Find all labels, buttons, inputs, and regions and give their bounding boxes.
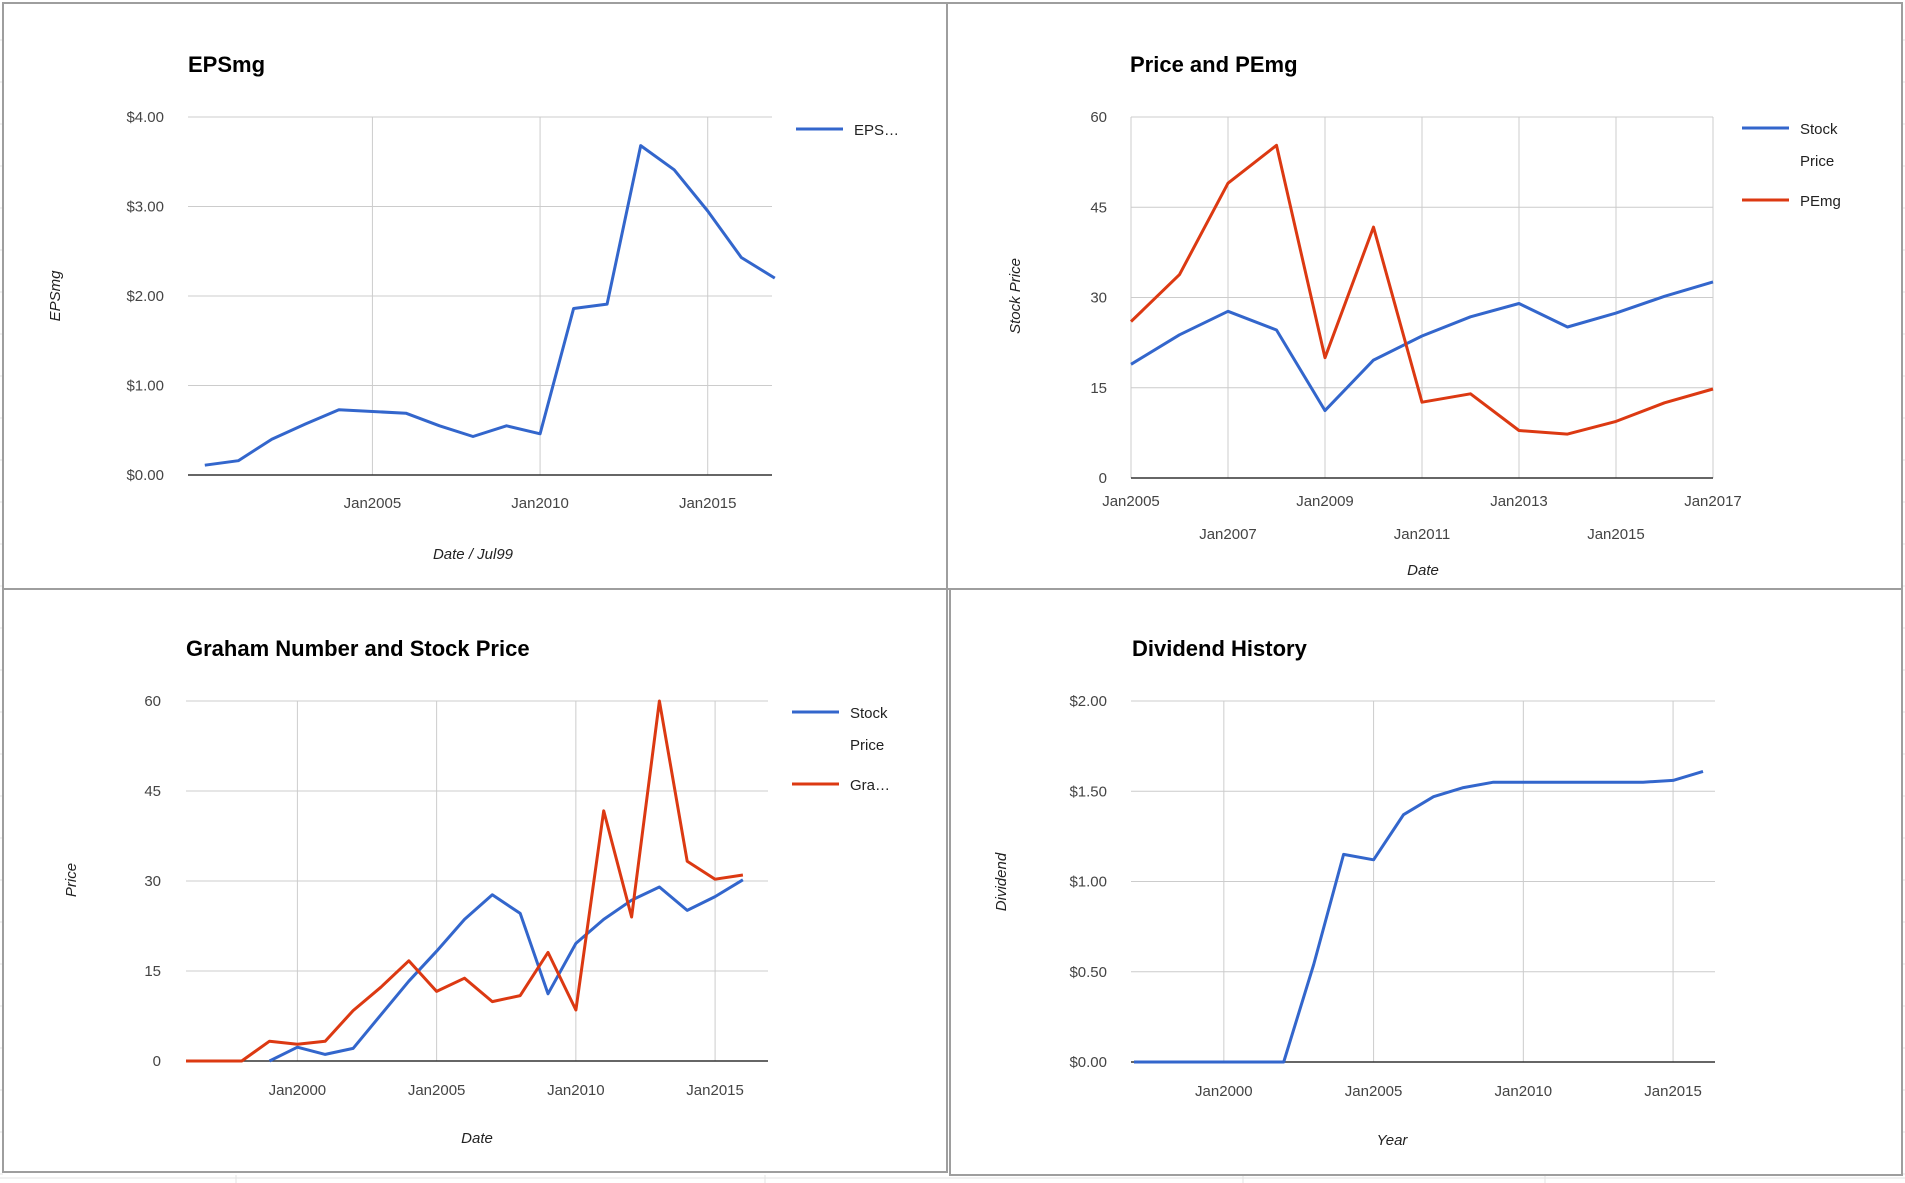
x-tick-label: Jan2017 (1684, 493, 1742, 510)
x-axis-title: Date (461, 1130, 493, 1147)
x-axis-title: Date / Jul99 (433, 546, 514, 563)
x-tick-label: Jan2000 (1195, 1083, 1253, 1100)
y-axis-title: Dividend (993, 852, 1010, 911)
x-tick-label: Jan2011 (1394, 526, 1450, 543)
x-tick-label: Jan2005 (408, 1082, 466, 1099)
y-axis-title: Price (63, 863, 80, 897)
y-tick-label: 15 (1090, 380, 1107, 397)
y-tick-label: $1.00 (126, 378, 164, 395)
x-axis-title: Year (1377, 1132, 1409, 1149)
y-tick-label: $0.00 (1069, 1054, 1107, 1071)
series-line-1[interactable] (1134, 769, 1704, 1064)
y-axis-title: Stock Price (1007, 258, 1024, 334)
y-tick-label: $2.00 (1069, 693, 1107, 710)
legend-label: Price (1800, 153, 1834, 170)
y-tick-label: 30 (144, 873, 161, 890)
legend-label: Stock (1800, 121, 1838, 138)
chart-graham[interactable]: Graham Number and Stock Price Date Price… (2, 588, 948, 1173)
y-tick-label: $4.00 (126, 109, 164, 126)
y-tick-label: $3.00 (126, 199, 164, 216)
y-tick-label: 0 (1099, 470, 1107, 487)
y-tick-label: $1.50 (1069, 783, 1107, 800)
chart-title: Graham Number and Stock Price (186, 636, 530, 661)
chart-title: EPSmg (188, 52, 265, 77)
legend-item-1[interactable]: EPS… (796, 122, 899, 139)
y-tick-label: 60 (144, 693, 161, 710)
y-tick-label: $0.00 (126, 467, 164, 484)
series-line-2[interactable] (186, 699, 744, 1063)
y-tick-label: 15 (144, 963, 161, 980)
y-tick-label: 45 (144, 783, 161, 800)
series-line-1[interactable] (268, 878, 744, 1063)
legend-label: EPS… (854, 122, 899, 139)
y-tick-label: $1.00 (1069, 874, 1107, 891)
legend-label: Price (850, 737, 884, 754)
legend-item-1[interactable]: Stock Price (792, 705, 888, 754)
x-axis-title: Date (1407, 562, 1439, 579)
y-tick-label: 30 (1090, 290, 1107, 307)
x-tick-label: Jan2005 (1102, 493, 1160, 510)
x-tick-label: Jan2010 (1495, 1083, 1553, 1100)
x-tick-label: Jan2007 (1199, 526, 1257, 543)
series-line-1[interactable] (204, 144, 776, 467)
y-tick-label: 45 (1090, 199, 1107, 216)
chart-epsmg[interactable]: EPSmg Date / Jul99 EPSmg $0.00 $1.00 $2.00… (2, 2, 948, 590)
series-line-1[interactable] (1130, 280, 1714, 413)
chart-title: Dividend History (1132, 636, 1308, 661)
series-line-2[interactable] (1129, 143, 1714, 436)
y-tick-label: 0 (153, 1053, 161, 1070)
x-tick-label: Jan2005 (1345, 1083, 1403, 1100)
x-tick-label: Jan2010 (547, 1082, 605, 1099)
y-tick-label: 60 (1090, 109, 1107, 126)
y-tick-label: $0.50 (1069, 964, 1107, 981)
chart-border (946, 2, 1903, 590)
x-tick-label: Jan2013 (1490, 493, 1548, 510)
chart-title: Price and PEmg (1130, 52, 1298, 77)
chart-price-pemg[interactable]: Price and PEmg Date Stock Price 0 15 30 45 6… (946, 2, 1903, 590)
legend-label: PEmg (1800, 193, 1841, 210)
chart-dividend[interactable]: Dividend History Year Dividend $0.00 $0.5… (949, 588, 1903, 1176)
legend-item-2[interactable]: PEmg (1742, 193, 1841, 210)
x-tick-label: Jan2015 (686, 1082, 744, 1099)
x-tick-label: Jan2015 (679, 495, 737, 512)
x-tick-label: Jan2005 (344, 495, 402, 512)
x-tick-label: Jan2009 (1296, 493, 1354, 510)
x-tick-label: Jan2010 (511, 495, 569, 512)
legend-item-1[interactable]: Stock Price (1742, 121, 1838, 170)
legend-label: Gra… (850, 777, 890, 794)
x-tick-label: Jan2000 (269, 1082, 327, 1099)
y-axis-title: EPSmg (47, 270, 64, 322)
x-tick-label: Jan2015 (1644, 1083, 1702, 1100)
legend-item-2[interactable]: Gra… (792, 777, 890, 794)
y-tick-label: $2.00 (126, 288, 164, 305)
legend-label: Stock (850, 705, 888, 722)
x-tick-label: Jan2015 (1587, 526, 1645, 543)
